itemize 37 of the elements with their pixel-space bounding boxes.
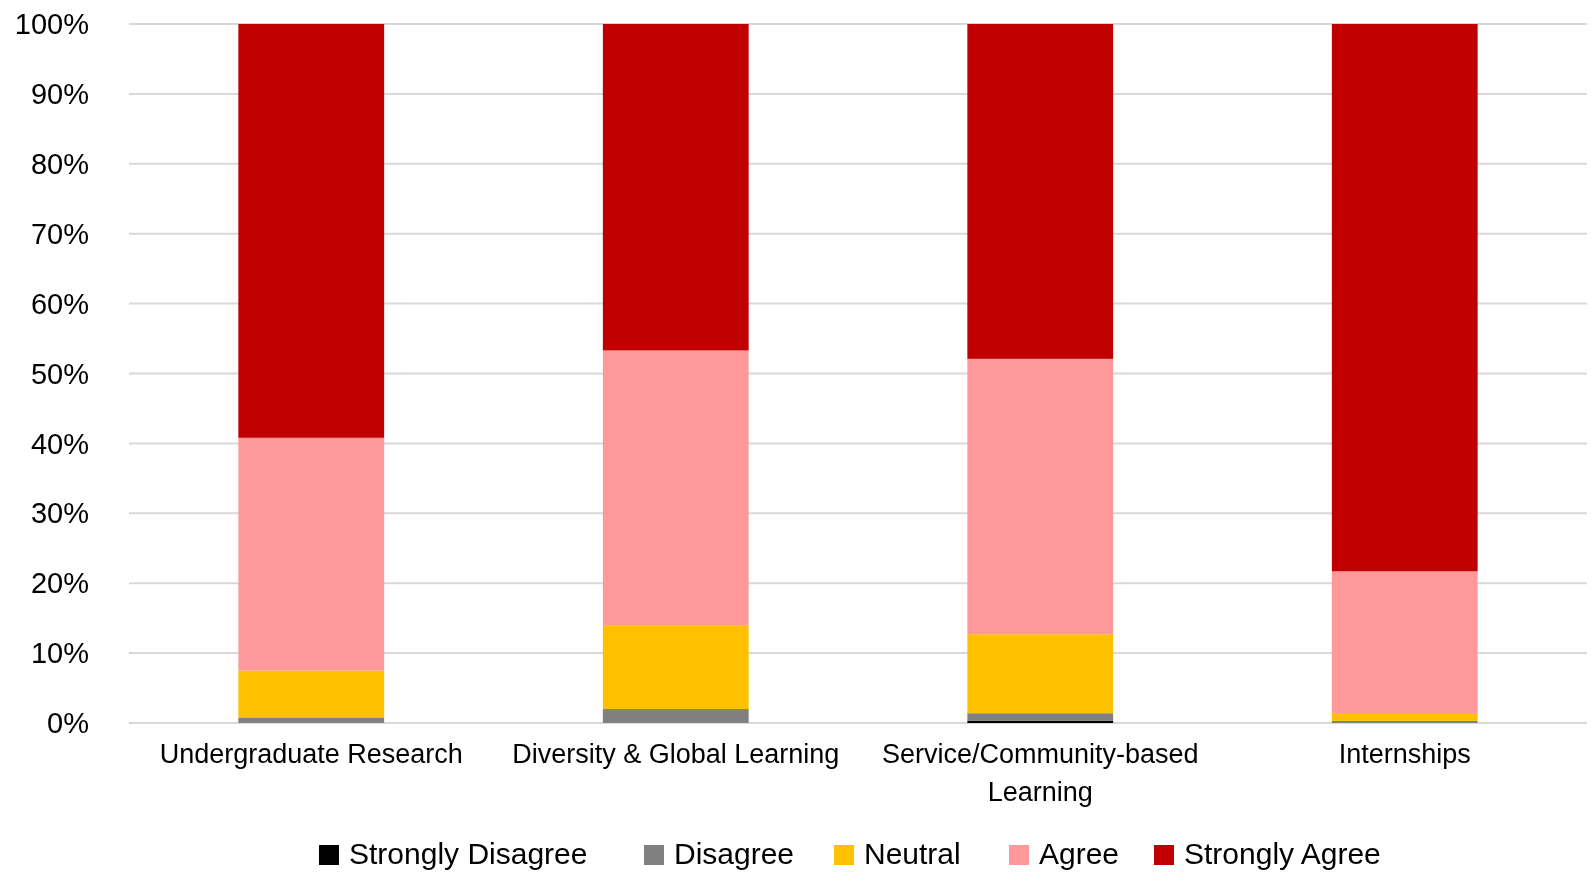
y-tick-label: 60% — [30, 287, 89, 320]
y-tick-label: 80% — [30, 147, 89, 180]
bar — [1331, 571, 1478, 714]
bar — [238, 437, 385, 671]
bar — [602, 625, 749, 710]
bar — [1331, 24, 1478, 572]
y-tick-label: 20% — [30, 567, 89, 600]
legend-label: Strongly Agree — [1184, 837, 1381, 870]
bar — [238, 24, 385, 438]
legend-label: Neutral — [864, 837, 961, 870]
x-tick-label: Service/Community-based Learning — [881, 739, 1199, 807]
bar — [967, 358, 1114, 635]
bar — [967, 720, 1114, 723]
y-tick-label: 0% — [47, 707, 89, 740]
bar — [967, 634, 1114, 714]
bar — [1331, 713, 1478, 721]
bar — [967, 713, 1114, 721]
bar — [238, 717, 385, 723]
legend-label: Agree — [1039, 837, 1120, 870]
legend-label: Strongly Disagree — [349, 837, 588, 870]
bar — [1331, 720, 1478, 723]
y-tick-label: 50% — [30, 357, 89, 390]
y-tick-label: 10% — [30, 637, 89, 670]
y-tick-label: 40% — [30, 427, 89, 460]
bar — [238, 670, 385, 718]
x-tick-label: Undergraduate Research — [159, 739, 463, 769]
y-tick-label: 90% — [30, 78, 89, 111]
y-tick-label: 70% — [30, 217, 89, 250]
legend-label: Disagree — [674, 837, 795, 870]
y-tick-label: 30% — [30, 497, 89, 530]
bar — [602, 24, 749, 351]
bar — [602, 709, 749, 723]
x-tick-label: Diversity & Global Learning — [512, 739, 840, 769]
bar — [602, 350, 749, 626]
bar — [967, 24, 1114, 359]
y-tick-label: 100% — [14, 8, 89, 41]
x-tick-label: Internships — [1338, 739, 1471, 769]
